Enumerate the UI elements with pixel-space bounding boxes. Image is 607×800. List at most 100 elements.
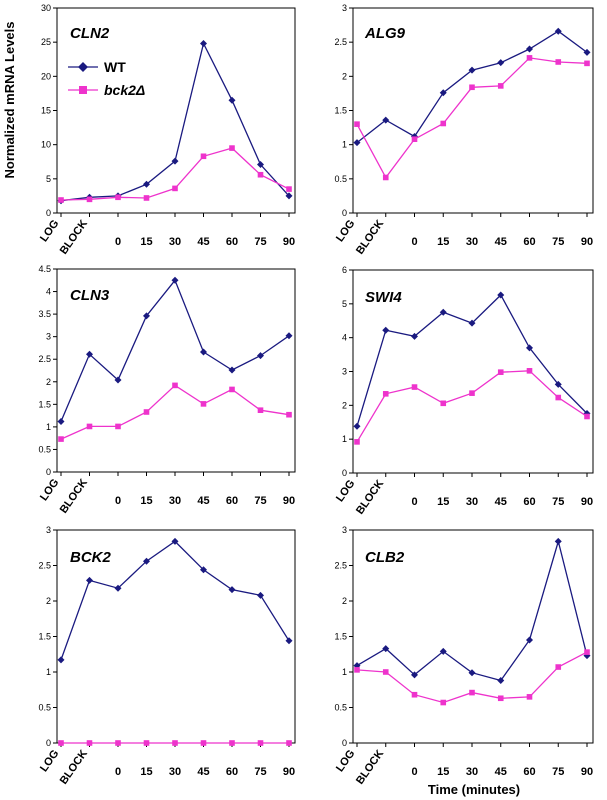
legend-label: bck2Δ (104, 82, 145, 98)
x-tick-label: LOG (334, 478, 358, 504)
y-tick-label: 15 (41, 106, 51, 116)
data-point-wt (228, 96, 236, 104)
x-tick-label: 75 (254, 236, 266, 248)
y-tick-label: 0 (46, 467, 51, 477)
y-tick-label: 6 (342, 265, 347, 275)
data-point-bck2-delta (382, 174, 389, 181)
x-tick-label: 30 (169, 495, 181, 507)
data-point-bck2-delta (584, 413, 590, 420)
y-tick-label: 2 (342, 400, 347, 410)
x-tick-label: 15 (437, 236, 449, 248)
data-point-wt (353, 139, 361, 147)
data-point-bck2-delta (584, 60, 590, 67)
x-tick-label: BLOCK (354, 748, 386, 787)
x-tick-label: 15 (437, 496, 449, 508)
data-point-bck2-delta (411, 691, 418, 698)
data-point-bck2-delta (497, 369, 504, 375)
data-point-bck2-delta (526, 694, 533, 700)
chart-title: CLN3 (70, 287, 110, 304)
y-tick-label: 2 (342, 71, 347, 81)
data-point-bck2-delta (86, 196, 93, 203)
data-point-wt (583, 48, 591, 56)
data-point-wt (353, 422, 361, 430)
x-tick-label: LOG (334, 218, 358, 244)
data-point-wt (200, 40, 207, 48)
data-point-bck2-delta (469, 390, 475, 396)
data-point-bck2-delta (411, 384, 418, 390)
x-tick-label: 90 (283, 236, 295, 248)
legend-marker (79, 86, 87, 94)
x-tick-label: 60 (226, 236, 238, 248)
x-tick-label: 60 (523, 496, 535, 508)
data-point-wt (171, 537, 179, 545)
x-tick-label: 75 (552, 766, 564, 778)
data-point-bck2-delta (286, 740, 292, 746)
series-line-bck2-delta (60, 147, 290, 201)
y-tick-label: 10 (41, 140, 51, 150)
series-line-bck2-delta (356, 370, 588, 443)
data-point-bck2-delta (200, 153, 207, 160)
data-point-bck2-delta (143, 740, 150, 746)
x-tick-label: 0 (115, 236, 121, 248)
x-tick-label: 75 (552, 496, 564, 508)
x-axis-label: Time (minutes) (428, 782, 520, 797)
data-point-wt (526, 45, 533, 53)
data-point-bck2-delta (411, 136, 418, 142)
data-point-bck2-delta (229, 740, 235, 746)
x-tick-label: BLOCK (354, 478, 386, 517)
x-tick-label: 15 (437, 766, 449, 778)
x-tick-label: 0 (411, 766, 417, 778)
y-tick-label: 2 (46, 596, 51, 606)
x-tick-label: LOG (334, 748, 358, 774)
data-point-bck2-delta (257, 740, 264, 746)
y-tick-label: 30 (41, 3, 51, 13)
y-tick-label: 1 (342, 434, 347, 444)
chart-title: BCK2 (70, 549, 111, 566)
y-tick-label: 1 (46, 422, 51, 432)
x-tick-label: 0 (411, 496, 417, 508)
x-tick-label: 45 (495, 766, 507, 778)
data-point-bck2-delta (257, 171, 264, 178)
data-point-wt (468, 319, 476, 327)
data-point-wt (200, 566, 207, 574)
y-tick-label: 4 (46, 287, 51, 297)
y-tick-label: 1.5 (334, 106, 347, 116)
data-point-wt (382, 645, 390, 653)
x-tick-label: 45 (197, 236, 209, 248)
data-point-wt (468, 66, 476, 74)
data-point-bck2-delta (440, 699, 447, 706)
series-line-wt (356, 293, 588, 427)
x-tick-label: 90 (581, 766, 593, 778)
y-tick-label: 3 (46, 525, 51, 535)
y-tick-label: 2.5 (38, 354, 51, 364)
y-tick-label: 2.5 (334, 37, 347, 47)
y-tick-label: 2 (46, 377, 51, 387)
x-tick-label: 0 (115, 495, 121, 507)
y-tick-label: 0.5 (38, 703, 51, 713)
x-tick-label: 30 (466, 496, 478, 508)
data-point-bck2-delta (440, 400, 447, 407)
y-tick-label: 1.5 (38, 399, 51, 409)
data-point-bck2-delta (115, 194, 121, 201)
y-tick-label: 2.5 (38, 561, 51, 571)
x-tick-label: 90 (283, 495, 295, 507)
legend-item-wt: WT (68, 59, 126, 75)
data-point-wt (285, 192, 293, 200)
y-tick-label: 0.5 (334, 703, 347, 713)
x-tick-label: LOG (38, 477, 62, 503)
y-tick-label: 1 (46, 667, 51, 677)
data-point-bck2-delta (526, 55, 533, 61)
x-tick-label: 60 (226, 495, 238, 507)
y-tick-label: 5 (342, 299, 347, 309)
data-point-wt (439, 89, 447, 97)
y-tick-label: 0 (342, 738, 347, 748)
data-point-wt (554, 537, 562, 545)
x-tick-label: 30 (466, 236, 478, 248)
x-tick-label: 45 (495, 496, 507, 508)
data-point-bck2-delta (58, 436, 64, 442)
